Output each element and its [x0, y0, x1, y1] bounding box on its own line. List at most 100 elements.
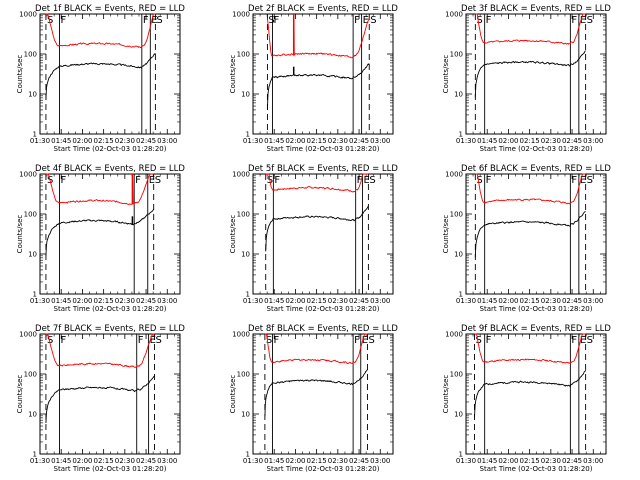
x-tick-label: 03:00 [583, 137, 603, 145]
marker-label-s: S [268, 15, 274, 26]
panel-9: Det 9f BLACK = Events, RED = LLD 1 10 100 10… [442, 324, 611, 473]
x-tick-label: 02:15 [520, 457, 540, 465]
x-tick-label: 01:45 [51, 297, 71, 305]
x-tick-label: 03:00 [157, 297, 177, 305]
x-tick-label: 01:30 [243, 457, 263, 465]
y-tick-label: 1000 [19, 171, 37, 179]
y-tick-label: 100 [24, 51, 37, 59]
panel-title: Det 2f BLACK = Events, RED = LLD [248, 4, 398, 14]
series-events-line [266, 63, 370, 110]
marker-label-s: S [47, 335, 53, 346]
x-tick-label: 01:30 [243, 297, 263, 305]
y-tick-label: 10 [241, 251, 250, 259]
marker-label-e: E [150, 335, 156, 346]
x-tick-label: 02:30 [115, 137, 135, 145]
marker-label-f2: F [354, 335, 360, 346]
x-tick-label: 01:30 [456, 457, 476, 465]
series-events-line [474, 50, 586, 98]
x-tick-label: 02:45 [562, 137, 582, 145]
x-tick-label: 01:45 [51, 457, 71, 465]
x-tick-label: 02:30 [115, 457, 135, 465]
marker-label-s2: S [587, 335, 593, 346]
x-tick-label: 02:15 [94, 457, 114, 465]
series-lld-line [266, 13, 370, 59]
x-axis-label: Start Time (02-Oct-03 01:28:20) [267, 465, 380, 473]
x-tick-label: 03:00 [583, 297, 603, 305]
y-tick-label: 100 [24, 371, 37, 379]
y-tick-label: 10 [28, 91, 37, 99]
y-tick-label: 1000 [445, 171, 463, 179]
y-tick-label: 10 [28, 251, 37, 259]
x-tick-label: 02:15 [94, 137, 114, 145]
x-axis-label: Start Time (02-Oct-03 01:28:20) [267, 305, 380, 313]
series-lld-line [45, 13, 156, 48]
plot-frame [39, 333, 181, 455]
x-tick-label: 02:45 [136, 457, 156, 465]
x-tick-label: 01:30 [30, 137, 50, 145]
x-tick-label: 02:15 [307, 297, 327, 305]
panel-title: Det 5f BLACK = Events, RED = LLD [248, 164, 398, 174]
x-tick-label: 02:15 [307, 137, 327, 145]
marker-label-f1: F [61, 175, 67, 186]
panel-5: Det 5f BLACK = Events, RED = LLD 1 10 100 10… [229, 164, 398, 313]
y-tick-label: 1000 [19, 331, 37, 339]
x-tick-label: 01:45 [264, 137, 284, 145]
y-axis-label: Counts/sec [16, 55, 24, 94]
x-tick-label: 01:45 [51, 137, 71, 145]
marker-label-e: E [580, 335, 586, 346]
y-axis-label: Counts/sec [229, 215, 237, 254]
x-axis-label: Start Time (02-Oct-03 01:28:20) [480, 305, 593, 313]
series-events-line [45, 208, 155, 257]
x-tick-label: 02:15 [307, 457, 327, 465]
x-axis-label: Start Time (02-Oct-03 01:28:20) [54, 305, 167, 313]
marker-label-f2: F [135, 175, 141, 186]
marker-label-f2: F [138, 335, 144, 346]
panel-title: Det 6f BLACK = Events, RED = LLD [461, 164, 611, 174]
y-tick-label: 1 [246, 451, 250, 459]
x-tick-label: 02:15 [520, 137, 540, 145]
y-axis-label: Counts/sec [229, 375, 237, 414]
x-tick-label: 01:30 [30, 297, 50, 305]
x-tick-label: 02:30 [328, 137, 348, 145]
series-lld-line [45, 173, 154, 206]
panel-title: Det 8f BLACK = Events, RED = LLD [248, 324, 398, 334]
y-tick-label: 1 [459, 291, 463, 299]
marker-label-f1: F [274, 15, 280, 26]
marker-label-f2: F [571, 175, 577, 186]
y-tick-label: 10 [454, 91, 463, 99]
plot-frame [465, 173, 607, 295]
panel-6: Det 6f BLACK = Events, RED = LLD 1 10 100 10… [442, 164, 611, 313]
marker-label-s: S [266, 335, 272, 346]
marker-label-f2: F [571, 15, 577, 26]
y-tick-label: 10 [241, 411, 250, 419]
y-tick-label: 1000 [232, 11, 250, 19]
series-events-line [265, 205, 369, 252]
x-tick-label: 02:00 [72, 457, 92, 465]
x-tick-label: 02:30 [541, 457, 561, 465]
series-events-line [474, 369, 587, 418]
x-axis-label: Start Time (02-Oct-03 01:28:20) [480, 465, 593, 473]
y-tick-label: 1 [246, 291, 250, 299]
x-tick-label: 02:00 [72, 297, 92, 305]
x-tick-label: 02:00 [285, 137, 305, 145]
marker-label-s2: S [370, 15, 376, 26]
x-tick-label: 01:30 [30, 457, 50, 465]
marker-label-e: E [151, 15, 157, 26]
series-lld-line [265, 173, 369, 193]
x-tick-label: 01:45 [477, 137, 497, 145]
x-tick-label: 02:00 [285, 457, 305, 465]
x-tick-label: 02:15 [94, 297, 114, 305]
marker-label-f1: F [274, 175, 280, 186]
y-axis-label: Counts/sec [442, 375, 450, 414]
series-lld-line [45, 333, 155, 368]
x-tick-label: 02:45 [136, 137, 156, 145]
x-tick-label: 01:45 [477, 297, 497, 305]
marker-label-f2: F [571, 335, 577, 346]
marker-label-f2: F [354, 15, 360, 26]
series-events-line [264, 369, 368, 417]
x-tick-label: 02:30 [541, 297, 561, 305]
y-tick-label: 100 [450, 371, 463, 379]
y-axis-label: Counts/sec [442, 55, 450, 94]
panel-4: Det 4f BLACK = Events, RED = LLD 1 10 100 10… [16, 164, 185, 313]
plot-frame [39, 13, 181, 135]
